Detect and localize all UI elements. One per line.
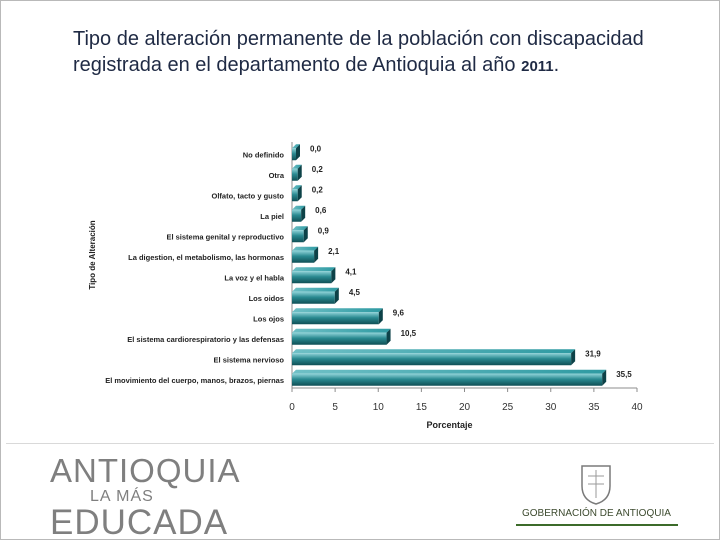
bar-top-face [292, 349, 576, 354]
gobernacion-logo: GOBERNACIÓN DE ANTIOQUIA [516, 462, 678, 532]
category-label: El sistema genital y reproductivo [166, 232, 284, 241]
bar-top-face [292, 185, 302, 190]
bar-side-face [331, 267, 336, 284]
gobernacion-underline [516, 524, 678, 526]
bar-side-face [301, 205, 306, 222]
bar [292, 271, 332, 284]
bar [292, 148, 296, 161]
data-label: 9,6 [393, 308, 405, 317]
bar-side-face [602, 369, 607, 386]
x-axis-title: Porcentaje [426, 420, 472, 430]
category-label: La voz y el habla [224, 273, 284, 282]
data-label: 4,1 [345, 267, 357, 276]
title-end: . [553, 54, 560, 76]
x-tick-label: 40 [631, 402, 643, 413]
x-tick-label: 35 [588, 402, 600, 413]
category-label: El sistema cardiorespiratorio y las defe… [127, 335, 284, 344]
title-text: Tipo de alteración permanente de la pobl… [73, 28, 644, 76]
data-label: 31,9 [585, 349, 601, 358]
data-label: 35,5 [616, 370, 632, 379]
bar-top-face [292, 287, 339, 292]
bar-top-face [292, 144, 300, 149]
bar-top-face [292, 267, 336, 272]
y-axis-title: Tipo de Alteración [88, 220, 97, 289]
data-label: 0,6 [315, 206, 327, 215]
x-tick-label: 5 [332, 402, 338, 413]
bar [292, 189, 298, 202]
data-label: 10,5 [401, 329, 417, 338]
bar-side-face [386, 328, 391, 345]
bar-top-face [292, 246, 319, 251]
x-tick-label: 25 [502, 402, 514, 413]
category-label: Olfato, tacto y gusto [211, 191, 284, 200]
gobernacion-label: GOBERNACIÓN DE ANTIOQUIA [522, 508, 671, 519]
bar-side-face [297, 164, 302, 181]
category-label: El movimiento del cuerpo, manos, brazos,… [105, 376, 284, 385]
data-label: 2,1 [328, 247, 340, 256]
logo-line-2: LA MÁS [90, 488, 154, 505]
bar-side-face [314, 246, 319, 263]
category-label: Otra [269, 171, 285, 180]
category-label: El sistema nervioso [214, 355, 285, 364]
footer-banner: ANTIOQUIA LA MÁS EDUCADA GOBERNACIÓN DE … [6, 443, 714, 541]
data-label: 0,2 [312, 185, 324, 194]
bar-chart: 0 5 10 15 20 25 30 35 40 No definido 0,0 Otra 0,2 Olf… [88, 142, 643, 430]
bar [292, 312, 379, 325]
category-label: No definido [243, 150, 285, 159]
bar-top-face [292, 205, 306, 210]
coat-of-arms-icon [581, 465, 611, 505]
bar [292, 168, 298, 181]
data-label: 0,2 [312, 165, 324, 174]
bar-top-face [292, 369, 607, 374]
page-title: Tipo de alteración permanente de la pobl… [73, 26, 693, 80]
data-label: 0,9 [318, 226, 330, 235]
bar [292, 291, 335, 304]
logo-line-1: ANTIOQUIA [50, 452, 241, 489]
category-label: Los ojos [253, 314, 284, 323]
x-tick-label: 0 [289, 402, 295, 413]
bar-side-face [334, 287, 339, 304]
category-label: La digestion, el metabolismo, las hormon… [128, 253, 284, 262]
category-label: Los oidos [249, 294, 284, 303]
chart-plot-area: 0 5 10 15 20 25 30 35 40 No definido 0,0 Otra 0,2 Olf… [88, 142, 643, 430]
x-tick-label: 30 [545, 402, 557, 413]
antioquia-educada-logo: ANTIOQUIA LA MÁS EDUCADA [50, 452, 250, 541]
logo-line-3: EDUCADA [50, 503, 229, 542]
bar [292, 373, 603, 386]
bar [292, 332, 387, 345]
x-tick-label: 15 [416, 402, 428, 413]
bar [292, 230, 304, 243]
x-tick-label: 10 [373, 402, 385, 413]
bar-top-face [292, 308, 383, 313]
bar-side-face [571, 349, 576, 366]
bar-side-face [303, 226, 308, 243]
bar-top-face [292, 328, 391, 333]
data-label: 0,0 [310, 144, 322, 153]
title-year: 2011 [521, 58, 554, 75]
bar-top-face [292, 164, 302, 169]
category-label: La piel [260, 212, 284, 221]
bar [292, 209, 302, 222]
bar [292, 353, 572, 366]
bar-side-face [297, 185, 302, 202]
x-tick-label: 20 [459, 402, 471, 413]
bar-side-face [378, 308, 383, 325]
bar-side-face [296, 144, 300, 161]
data-label: 4,5 [349, 288, 361, 297]
bar [292, 250, 315, 263]
bar-top-face [292, 226, 308, 231]
